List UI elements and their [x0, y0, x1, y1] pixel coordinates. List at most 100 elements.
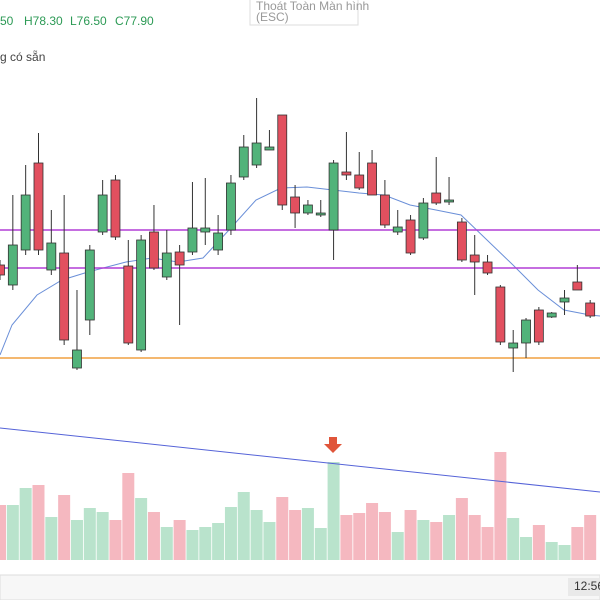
tooltip-title: Thoát Toàn Màn hình: [256, 0, 369, 13]
volume-bar: [45, 517, 58, 560]
candle-body: [136, 239, 147, 351]
volume-bar: [83, 508, 96, 560]
candle-body: [290, 196, 300, 214]
volume-bar: [199, 527, 212, 560]
candle-body: [546, 312, 557, 318]
candle-body: [149, 231, 159, 269]
candle-body: [354, 174, 365, 189]
volume-bar: [404, 510, 417, 560]
candle-body: [110, 179, 121, 238]
candle-body: [0, 264, 5, 276]
candle-body: [392, 226, 403, 233]
candle-body: [238, 146, 249, 178]
volume-bar: [19, 488, 32, 560]
signal-arrow: [324, 437, 342, 453]
volume-bar: [327, 462, 340, 560]
volume-bar: [301, 508, 314, 560]
volume-bar: [58, 495, 71, 560]
time-label: 12:56: [574, 579, 600, 593]
candle-body: [495, 286, 506, 343]
ohlc-high: H78.30: [24, 14, 63, 28]
candle-body: [328, 162, 339, 231]
candle-body: [456, 221, 467, 261]
volume-bar: [430, 522, 443, 560]
volume-bar: [212, 523, 225, 560]
candle-body: [200, 227, 211, 233]
volume-bar: [109, 520, 122, 560]
candle-body: [431, 192, 442, 204]
volume-bar: [366, 503, 379, 560]
trend-line: [0, 427, 600, 493]
volume-bar: [443, 515, 456, 560]
volume-bar: [520, 537, 533, 560]
volume-bar: [122, 473, 135, 560]
candle-body: [379, 194, 390, 226]
volume-bar: [378, 512, 391, 560]
candle-body: [84, 249, 95, 321]
volume-bar: [224, 507, 237, 560]
tooltip-box: [249, 0, 359, 26]
volume-bar: [532, 525, 545, 560]
volume-bar: [147, 512, 160, 560]
volume-bar: [250, 510, 263, 560]
volume-bar: [507, 518, 520, 560]
volume-bar: [32, 485, 45, 560]
volume-bar: [276, 497, 289, 560]
candle-body: [367, 162, 377, 196]
volume-bar: [263, 522, 276, 560]
candle-body: [20, 194, 31, 251]
volume-bar: [584, 515, 597, 560]
volume-bar: [314, 528, 327, 560]
candle-body: [418, 202, 429, 239]
candle-body: [213, 232, 224, 251]
volume-bar: [391, 532, 404, 560]
candle-body: [341, 171, 352, 176]
candle-body: [46, 242, 57, 271]
candle-body: [277, 114, 288, 206]
candle-body: [572, 281, 583, 291]
candle-body: [7, 244, 18, 286]
tooltip-shortcut: (ESC): [256, 10, 289, 24]
time-label-box: [568, 578, 600, 596]
volume-bar: [340, 515, 353, 560]
volume-bar: [135, 498, 148, 560]
volume-bar: [6, 505, 19, 560]
volume-bar: [289, 510, 302, 560]
candle-body: [559, 297, 570, 303]
candle-body: [444, 199, 454, 203]
candle-body: [303, 204, 313, 214]
volume-bar: [237, 492, 250, 560]
volume-bar: [571, 527, 584, 560]
volume-bar: [545, 542, 558, 560]
volume-bar: [186, 530, 199, 560]
volume-bar: [70, 520, 83, 560]
candle-body: [97, 194, 108, 233]
candle-body: [72, 349, 82, 369]
volume-bar: [468, 515, 481, 560]
candle-body: [226, 182, 236, 231]
candle-body: [585, 302, 596, 317]
candle-body: [59, 252, 70, 341]
candle-body: [251, 142, 262, 166]
candle-body: [33, 162, 44, 251]
volume-bar: [494, 452, 507, 560]
candle-body: [315, 212, 326, 216]
candle-body: [469, 254, 480, 263]
ohlc-close: C77.90: [115, 14, 154, 28]
volume-bar: [173, 520, 186, 560]
candle-body: [508, 342, 519, 349]
ohlc-open: 50: [0, 14, 14, 28]
volume-bar: [160, 527, 173, 560]
volume-bar: [481, 527, 494, 560]
ohlc-low: L76.50: [70, 14, 107, 28]
volume-bar: [353, 513, 366, 560]
volume-bar: [96, 512, 109, 560]
candle-body: [533, 309, 544, 343]
candle-body: [405, 219, 416, 254]
volume-bar: [558, 545, 571, 560]
candle-body: [174, 251, 185, 266]
candle-body: [161, 252, 172, 278]
candle-body: [187, 227, 198, 253]
